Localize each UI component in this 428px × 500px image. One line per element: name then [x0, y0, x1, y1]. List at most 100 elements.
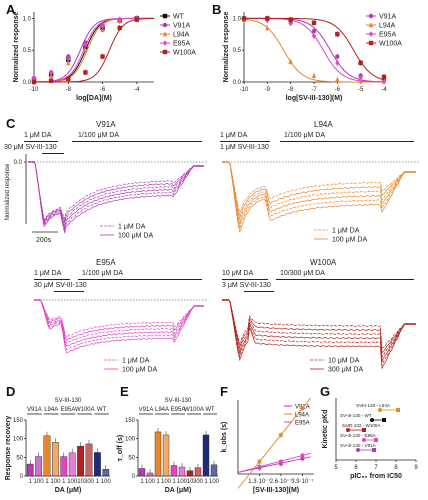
x-tick-label: 100: [161, 479, 172, 485]
x-tick-label: 1: [29, 479, 33, 485]
y-axis-label: τ_off (s): [117, 435, 124, 461]
bar: [68, 452, 76, 477]
bar: [85, 443, 93, 477]
legend-label: L94A: [295, 413, 309, 419]
bar-line: [72, 141, 202, 142]
legend-label: L94A: [173, 32, 190, 39]
current-trace: [27, 161, 205, 229]
x-tick-label: 100: [101, 479, 112, 485]
bar: [60, 456, 68, 477]
bar-line: [222, 279, 268, 280]
x-axis-label: log[SV-III-130](M): [286, 95, 343, 102]
x-tick-label: -8: [288, 87, 294, 93]
data-point: [66, 60, 71, 66]
current-trace: [221, 161, 417, 233]
x-tick-label: 100: [177, 479, 188, 485]
data-point: [288, 20, 293, 27]
data-point: [311, 33, 317, 39]
legend-label: L94A: [379, 23, 396, 30]
y-axis-label: Normalized response: [5, 163, 11, 220]
group-label: E95A: [61, 407, 76, 413]
data-point: [356, 448, 360, 452]
y-tick-label: 100: [125, 437, 136, 443]
trace-label-1: 1 μM DA: [24, 132, 52, 139]
data-point: [83, 70, 88, 75]
bar: [52, 442, 59, 477]
x-tick-label: -10: [30, 87, 39, 93]
current-trace: [33, 299, 205, 347]
group-label: L94A: [44, 407, 58, 413]
data-point: [265, 25, 270, 31]
data-point: [288, 17, 293, 22]
x-tick-label: 300: [193, 479, 204, 485]
current-trace: [221, 299, 417, 363]
bar-line: [220, 141, 270, 142]
fit-curve: [33, 17, 154, 83]
current-trace: [33, 299, 205, 344]
x-tick-label: 5: [334, 465, 338, 471]
data-point: [241, 16, 247, 21]
bar: [35, 456, 43, 477]
current-trace: [221, 161, 417, 219]
legend-label: 10 μM DA: [328, 358, 360, 365]
bar: [138, 468, 146, 477]
y-tick-label: 0.0: [233, 80, 242, 86]
legend-label: 1 μM DA: [122, 358, 150, 365]
fit-line: [237, 456, 311, 473]
dose-response-chart-sv: 0.0 0.5 1.0 -10 -9 -8 -7 -6 -5 -4 log[SV-III-130](…: [223, 11, 402, 102]
current-trace: [33, 299, 205, 354]
trace-label-1: 1 μM DA: [220, 132, 248, 139]
dose-response-chart-da: 0.0 0.5 1.0 -10 -8 -6 -4 log[DA](M) Normalized r…: [13, 11, 196, 102]
x-tick-label: -9: [265, 87, 271, 93]
group-label: W100A: [75, 407, 95, 413]
legend-label: E95A: [173, 41, 190, 48]
y-axis-label: Normalized response: [13, 11, 20, 82]
group-label: L94A: [155, 407, 169, 413]
data-point: [362, 438, 366, 442]
legend-label: 1 μM DA: [118, 224, 146, 231]
legend-marker: [162, 13, 168, 19]
pkd-chart: 5 6 7 8 9 pIC₅₀ from IC50 Kinetic pKd SVIII-130…: [322, 398, 418, 480]
data-point: [83, 47, 88, 53]
data-point: [335, 76, 340, 82]
data-point: [370, 418, 374, 422]
x-axis-label: log[DA](M): [76, 95, 112, 102]
data-point: [358, 74, 363, 81]
legend-label: 1 μM DA: [332, 228, 360, 235]
y-tick-label: 100: [13, 437, 24, 443]
data-point: [396, 408, 400, 412]
current-trace: [27, 161, 205, 226]
current-trace: [27, 161, 205, 231]
legend-label: 100 μM DA: [118, 233, 153, 240]
panel-label-b: B: [212, 2, 222, 17]
current-trace: [221, 299, 417, 359]
group-label: W100A: [184, 407, 204, 413]
trace-label-1: 10 μM DA: [222, 270, 254, 277]
current-trace: [221, 299, 417, 366]
current-trace: [221, 161, 417, 214]
trace-label-3: 1 μM SV-III-130: [220, 144, 269, 151]
current-trace: [33, 299, 205, 338]
panel-label-g: G: [320, 384, 331, 399]
trace-title: W100A: [310, 258, 337, 267]
group-label: WT: [97, 407, 107, 413]
data-point: [48, 78, 54, 83]
x-tick-label: 1: [204, 479, 208, 485]
x-tick-label: 1: [62, 479, 66, 485]
data-point: [288, 58, 293, 64]
x-tick-label: 300: [84, 479, 95, 485]
x-tick-label: 8: [394, 465, 398, 471]
x-tick-label: 6: [354, 465, 358, 471]
bar: [93, 452, 101, 477]
bar-line: [54, 291, 84, 292]
current-trace: [221, 161, 417, 222]
x-axis-label: DA (μM): [55, 487, 82, 494]
group-label: E95A: [171, 407, 186, 413]
y-tick-label: 0: [20, 474, 24, 480]
data-point: [346, 428, 350, 432]
bar-line: [244, 291, 274, 292]
fit-curve: [244, 17, 384, 83]
data-point: [279, 433, 283, 437]
group-label: WT: [205, 407, 215, 413]
data-point: [335, 60, 340, 66]
